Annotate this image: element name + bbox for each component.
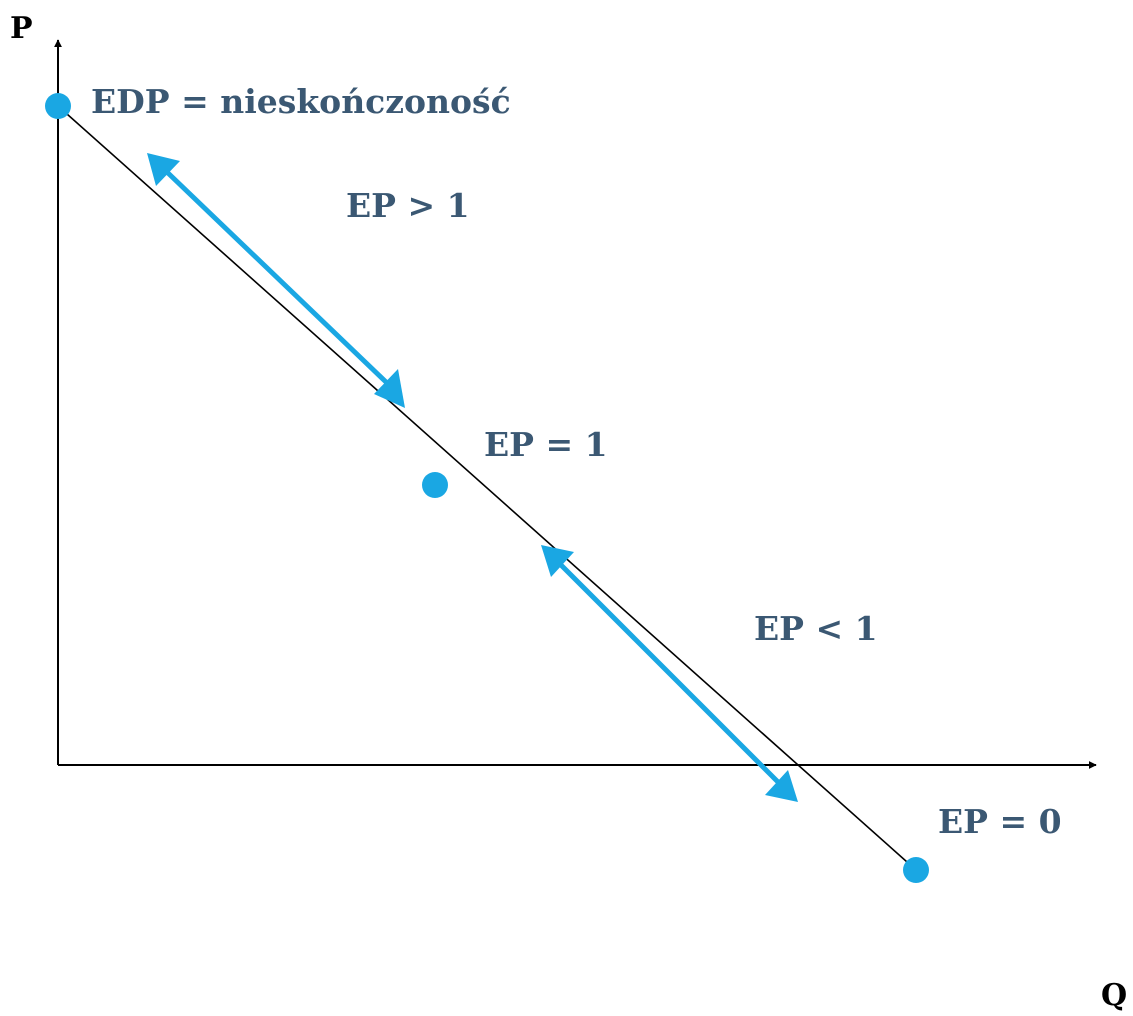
zero-elastic-point: [903, 857, 929, 883]
unit-elastic-point: [422, 472, 448, 498]
lower-range-double-arrow: [541, 545, 798, 802]
upper-range-double-arrow: [147, 153, 405, 408]
demand-line: [57, 105, 917, 871]
edp-infinity-label: EDP = nieskończoność: [91, 82, 511, 121]
y-axis-label: P: [10, 11, 33, 46]
x-axis-label: Q: [1101, 978, 1127, 1013]
ep-less-than-one-label: EP < 1: [754, 609, 878, 648]
ep-greater-than-one-label: EP > 1: [346, 186, 470, 225]
ep-equals-one-label: EP = 1: [484, 425, 608, 464]
edp-infinity-point: [45, 93, 71, 119]
ep-equals-zero-label: EP = 0: [938, 802, 1062, 841]
